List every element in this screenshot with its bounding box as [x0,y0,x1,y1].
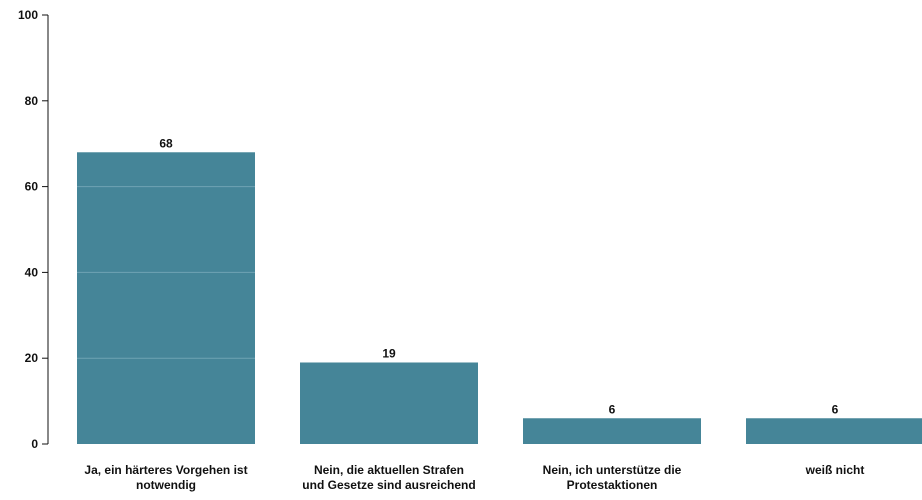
bar [523,418,701,444]
x-category-label: Nein, ich unterstütze die Protestaktionen [543,463,682,492]
bar-value-label: 6 [832,402,839,416]
x-category-label: Ja, ein härteres Vorgehen ist notwendig [84,463,247,492]
bar-value-label: 6 [609,402,616,416]
bar [300,362,478,444]
y-tick-label: 80 [25,94,39,108]
x-category-label: weiß nicht [805,463,865,477]
value-labels: 68 19 6 6 [159,136,838,416]
x-axis-labels: Ja, ein härteres Vorgehen ist notwendig Ne… [84,463,864,492]
y-tick-label: 0 [31,437,38,451]
y-axis: 0 20 40 60 80 100 [18,8,49,451]
y-tick-label: 100 [18,8,38,22]
x-category-label: Nein, die aktuellen Strafen und Gesetze s… [302,463,475,492]
y-tick-label: 60 [25,180,39,194]
bar-value-label: 68 [159,136,173,150]
gridlines [77,186,255,359]
bar [77,152,255,444]
bar-value-label: 19 [382,346,396,360]
y-tick-label: 20 [25,351,39,365]
bar [746,418,922,444]
bars [77,152,922,444]
y-tick-label: 40 [25,265,39,279]
